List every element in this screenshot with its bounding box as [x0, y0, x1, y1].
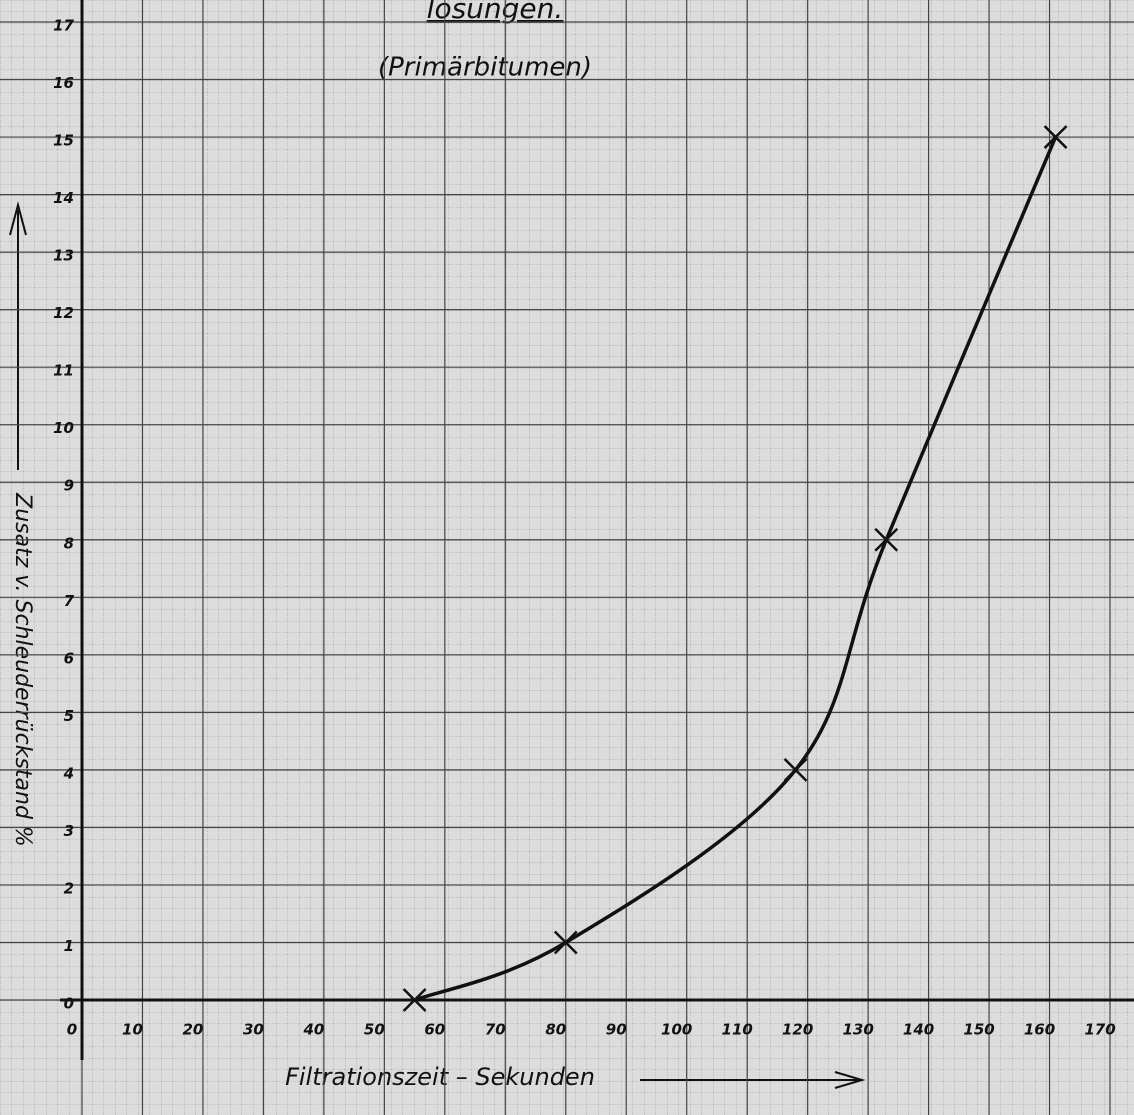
y-tick-label: 7 [64, 592, 75, 610]
y-tick-label: 8 [64, 534, 74, 552]
y-tick-label: 16 [53, 74, 74, 92]
y-tick-label: 6 [64, 649, 74, 667]
x-tick-label: 70 [485, 1021, 506, 1039]
x-tick-label: 120 [782, 1021, 813, 1039]
y-tick-label: 15 [53, 132, 74, 150]
y-tick-label: 3 [64, 822, 74, 840]
x-tick-label: 100 [661, 1021, 692, 1039]
chart-title: losungen. [427, 0, 564, 25]
x-tick-label: 60 [424, 1021, 445, 1039]
y-tick-label: 0 [64, 995, 74, 1013]
x-tick-label: 80 [545, 1021, 566, 1039]
y-tick-label: 5 [64, 707, 74, 725]
x-tick-label: 0 [67, 1021, 77, 1039]
chart-subtitle: (Primärbitumen) [378, 53, 592, 83]
x-tick-label: 90 [606, 1021, 627, 1039]
y-tick-label: 4 [63, 764, 74, 782]
x-tick-label: 110 [722, 1021, 753, 1039]
data-marker [402, 988, 427, 1012]
y-tick-label: 17 [53, 17, 74, 35]
data-marker [553, 930, 578, 955]
x-tick-label: 30 [243, 1021, 264, 1039]
y-tick-label: 1 [64, 937, 74, 955]
y-tick-label: 2 [64, 879, 74, 897]
x-axis-label: Filtrationszeit – Sekunden [285, 1063, 595, 1091]
x-arrow-head [834, 1071, 866, 1089]
data-marker [783, 757, 808, 782]
x-tick-label: 20 [183, 1021, 204, 1039]
x-tick-label: 160 [1024, 1021, 1055, 1039]
y-axis-label: Zusatz v. Schleuderrückstand % [10, 492, 35, 847]
data-marker [1043, 125, 1068, 149]
y-tick-label: 10 [53, 419, 74, 437]
y-tick-label: 13 [53, 247, 74, 265]
x-tick-label: 40 [302, 1021, 324, 1039]
y-tick-label: 14 [53, 189, 74, 207]
x-tick-label: 130 [842, 1021, 873, 1039]
data-line [413, 136, 1058, 1002]
y-arrow-head [9, 201, 27, 236]
x-tick-label: 150 [963, 1021, 994, 1039]
x-tick-label: 10 [122, 1021, 143, 1039]
y-tick-label: 12 [53, 304, 74, 322]
x-tick-label: 170 [1084, 1021, 1115, 1039]
x-tick-label: 50 [364, 1021, 385, 1039]
x-tick-label: 140 [903, 1021, 934, 1039]
y-tick-label: 11 [53, 362, 74, 380]
data-marker [874, 527, 899, 552]
y-tick-label: 9 [64, 477, 74, 495]
